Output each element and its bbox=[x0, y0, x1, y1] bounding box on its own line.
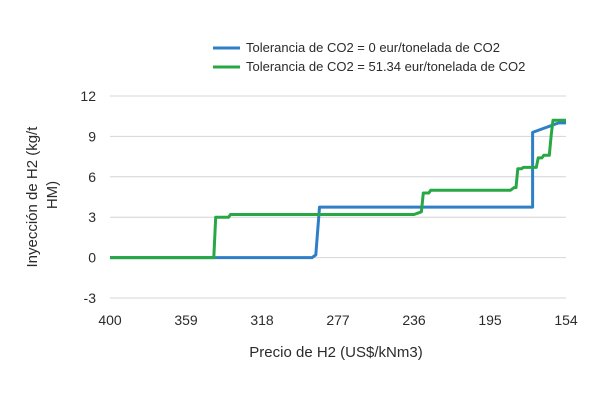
y-tick-label: 9 bbox=[88, 128, 96, 144]
y-tick-label: 0 bbox=[88, 250, 96, 266]
y-axis-title-line-2: HM) bbox=[44, 181, 61, 209]
x-tick-label: 236 bbox=[402, 312, 426, 328]
series-line-2 bbox=[110, 118, 566, 260]
y-axis-title-line-1: Inyección de H2 (kg/t bbox=[24, 126, 41, 268]
x-axis-title: Precio de H2 (US$/kNm3) bbox=[249, 344, 422, 361]
y-tick-label: 12 bbox=[80, 88, 96, 104]
gridlines bbox=[110, 95, 566, 299]
series-line-1 bbox=[110, 121, 566, 260]
x-tick-label: 318 bbox=[250, 312, 274, 328]
x-tick-label: 400 bbox=[98, 312, 122, 328]
x-tick-label: 154 bbox=[554, 312, 578, 328]
y-tick-label: 6 bbox=[88, 169, 96, 185]
x-tick-label: 195 bbox=[478, 312, 502, 328]
y-axis-title: Inyección de H2 (kg/t HM) bbox=[24, 122, 61, 267]
y-tick-label: -3 bbox=[84, 290, 97, 306]
x-tick-label: 277 bbox=[326, 312, 350, 328]
y-tick-label: 3 bbox=[88, 209, 96, 225]
series-lines bbox=[110, 118, 566, 260]
legend-label-2: Tolerancia de CO2 = 51.34 eur/tonelada d… bbox=[246, 59, 525, 74]
x-tick-labels: 400 359 318 277 236 195 154 bbox=[98, 312, 578, 328]
legend: Tolerancia de CO2 = 0 eur/tonelada de CO… bbox=[213, 40, 525, 74]
x-tick-label: 359 bbox=[174, 312, 198, 328]
y-tick-labels: 12 9 6 3 0 -3 bbox=[80, 88, 96, 306]
legend-label-1: Tolerancia de CO2 = 0 eur/tonelada de CO… bbox=[246, 40, 500, 55]
